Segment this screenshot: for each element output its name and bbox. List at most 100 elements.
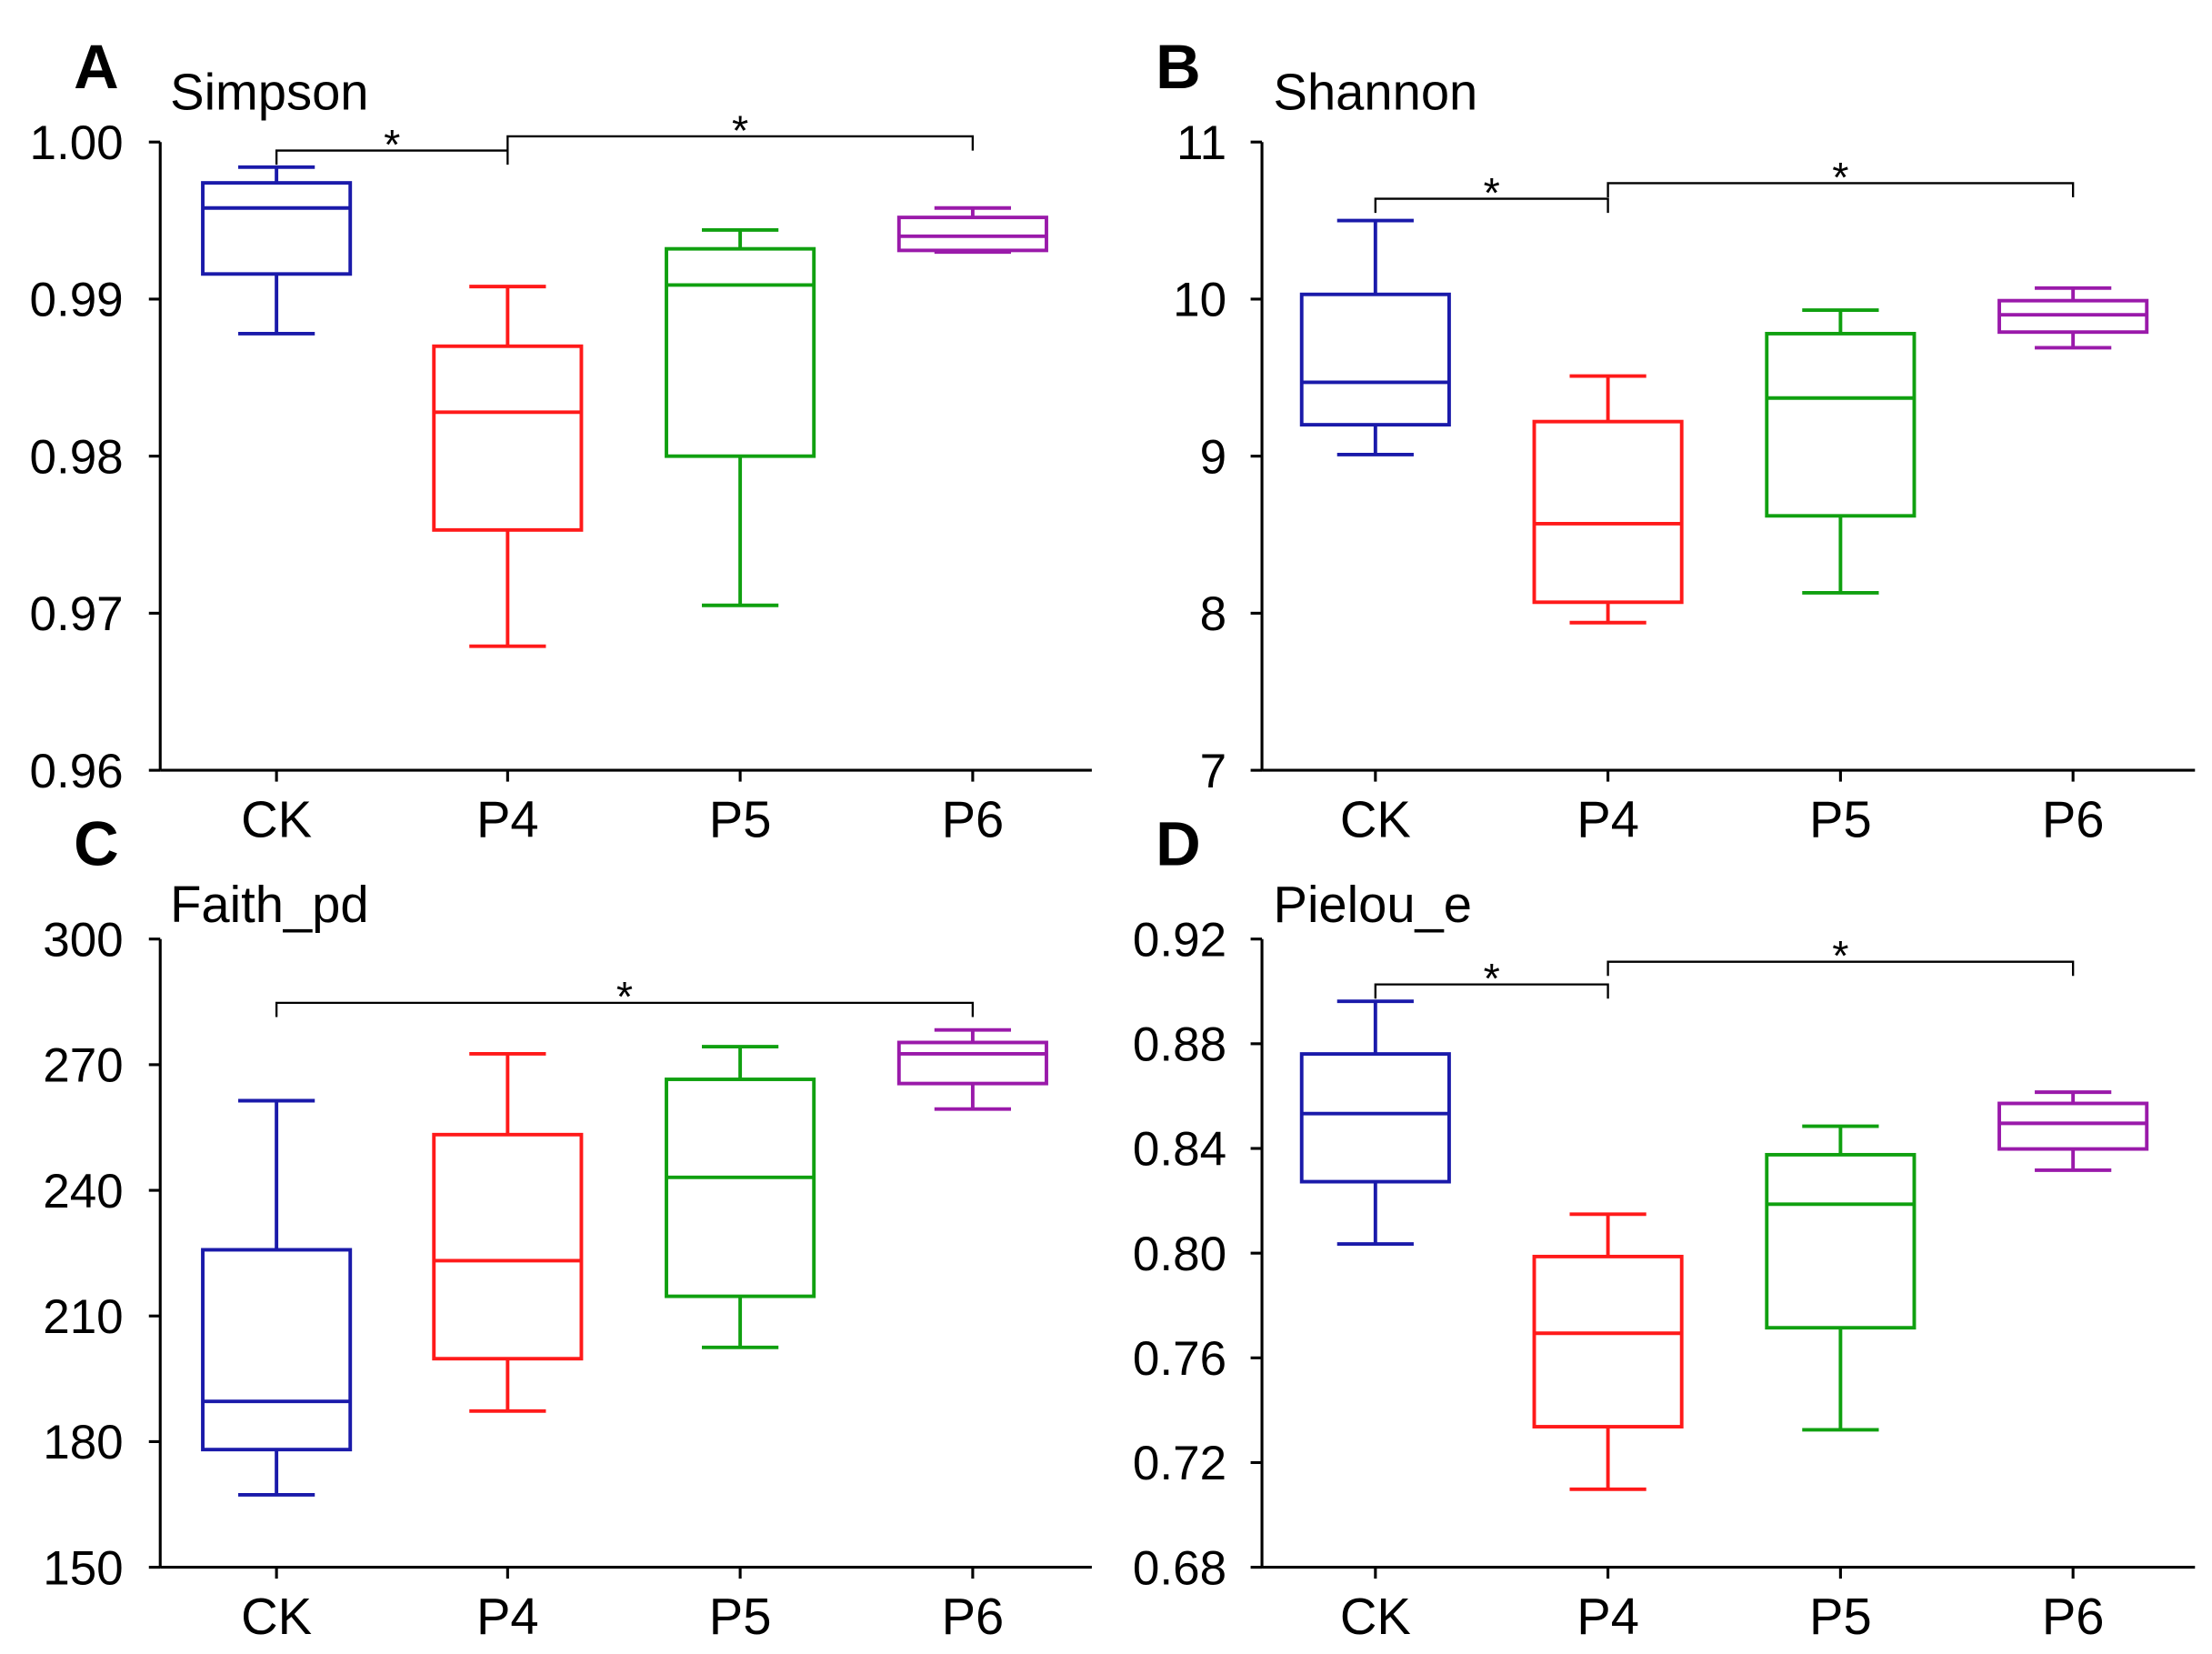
box-p4	[432, 285, 584, 648]
panel-title: Simpson	[170, 63, 368, 120]
x-tick-label: P5	[1809, 790, 1872, 847]
bracket-line	[506, 135, 975, 151]
significance-bracket	[275, 1001, 975, 1017]
box-p4	[1532, 1212, 1684, 1491]
box-p6	[896, 1027, 1048, 1111]
y-tick-label: 210	[43, 1290, 123, 1344]
significance-bracket	[1606, 960, 2075, 977]
y-tick-label: 0.72	[1133, 1437, 1226, 1490]
x-tick-label: P4	[1576, 1588, 1639, 1645]
panel-title: Faith_pd	[170, 876, 368, 933]
iqr-box	[1532, 419, 1684, 605]
x-tick-label: P6	[942, 790, 1005, 847]
significance-bracket	[1374, 197, 1609, 214]
bracket-line	[1606, 960, 2075, 977]
box-p5	[665, 227, 816, 607]
panel-b: B Shannon 11 10 9 8 7 CK P4 P5 P6 * *	[1156, 32, 2196, 847]
significance-bracket	[1374, 983, 1609, 999]
x-tick-label: P6	[942, 1588, 1005, 1645]
y-tick-label: 0.68	[1133, 1541, 1226, 1595]
iqr-box	[1765, 1152, 1917, 1330]
iqr-box	[432, 344, 584, 532]
box-ck	[201, 165, 353, 336]
y-tick-label: 11	[1176, 116, 1226, 170]
iqr-box	[665, 1078, 816, 1298]
iqr-box	[201, 1248, 353, 1452]
y-tick-label: 0.92	[1133, 913, 1226, 967]
box-ck	[1299, 218, 1451, 456]
y-tick-label: 7	[1200, 745, 1227, 798]
iqr-box	[1532, 1254, 1684, 1428]
box-p6	[1997, 286, 2149, 350]
x-tick-label: CK	[241, 1588, 312, 1645]
y-tick-label: 0.99	[29, 274, 123, 327]
y-tick-label: 300	[43, 913, 123, 967]
x-tick-label: P6	[2042, 1588, 2105, 1645]
iqr-box	[665, 246, 816, 458]
bracket-line	[275, 149, 509, 165]
bracket-line	[1374, 197, 1609, 214]
y-tick-label: 0.97	[29, 587, 123, 641]
x-tick-label: P5	[709, 1588, 772, 1645]
iqr-box	[896, 1040, 1048, 1086]
significance-label: *	[1832, 154, 1848, 201]
y-tick-label: 0.76	[1133, 1332, 1226, 1386]
box-p4	[432, 1051, 584, 1413]
significance-label: *	[616, 973, 633, 1020]
panel-letter: D	[1156, 809, 1201, 879]
y-tick-label: 0.84	[1133, 1123, 1226, 1177]
y-tick-label: 8	[1200, 587, 1227, 641]
y-tick-label: 0.80	[1133, 1228, 1226, 1281]
x-tick-label: P4	[476, 1588, 539, 1645]
panel-d: D Pielou_e 0.92 0.88 0.84 0.80 0.76 0.72 0.68 CK P…	[1133, 809, 2196, 1645]
y-tick-label: 10	[1173, 274, 1226, 327]
panel-title: Pielou_e	[1274, 876, 1472, 933]
significance-label: *	[384, 121, 400, 168]
box-ck	[201, 1098, 353, 1497]
iqr-box	[896, 216, 1048, 253]
box-p5	[665, 1045, 816, 1349]
x-tick-label: CK	[241, 790, 312, 847]
significance-bracket	[506, 135, 975, 151]
significance-bracket	[1606, 182, 2075, 198]
box-p4	[1532, 374, 1684, 625]
y-tick-label: 0.88	[1133, 1018, 1226, 1072]
bracket-line	[1606, 182, 2075, 198]
x-tick-label: P5	[1809, 1588, 1872, 1645]
x-tick-label: P5	[709, 790, 772, 847]
iqr-box	[201, 181, 353, 276]
y-tick-label: 0.96	[29, 745, 123, 798]
y-tick-label: 1.00	[29, 116, 123, 170]
y-tick-label: 0.98	[29, 430, 123, 484]
x-tick-label: P6	[2042, 790, 2105, 847]
x-tick-label: P4	[1576, 790, 1639, 847]
panel-a: A Simpson 1.00 0.99 0.98 0.97 0.96 CK P4 P5 P6 * *	[29, 32, 1092, 847]
box-p5	[1765, 1124, 1917, 1432]
panel-letter: C	[74, 809, 119, 879]
iqr-box	[1299, 1052, 1451, 1184]
iqr-box	[1299, 292, 1451, 427]
x-tick-label: CK	[1340, 790, 1411, 847]
box-p5	[1765, 308, 1917, 595]
iqr-box	[432, 1132, 584, 1361]
x-tick-label: CK	[1340, 1588, 1411, 1645]
box-ck	[1299, 999, 1451, 1247]
significance-label: *	[1484, 169, 1500, 216]
bracket-line	[275, 1001, 975, 1017]
y-tick-label: 180	[43, 1416, 123, 1469]
bracket-line	[1374, 983, 1609, 999]
panel-title: Shannon	[1274, 63, 1478, 120]
significance-label: *	[732, 106, 748, 154]
panel-letter: B	[1156, 32, 1201, 102]
significance-label: *	[1832, 932, 1848, 979]
y-tick-label: 9	[1200, 430, 1227, 484]
panel-c: C Faith_pd 300 270 240 210 180 150 CK P4 P5 P6 *	[43, 809, 1092, 1645]
significance-bracket	[275, 149, 509, 165]
box-p6	[896, 205, 1048, 255]
significance-label: *	[1484, 955, 1500, 1002]
iqr-box	[1765, 331, 1917, 518]
y-tick-label: 150	[43, 1541, 123, 1595]
panel-letter: A	[74, 32, 119, 102]
iqr-box	[1997, 1101, 2149, 1151]
